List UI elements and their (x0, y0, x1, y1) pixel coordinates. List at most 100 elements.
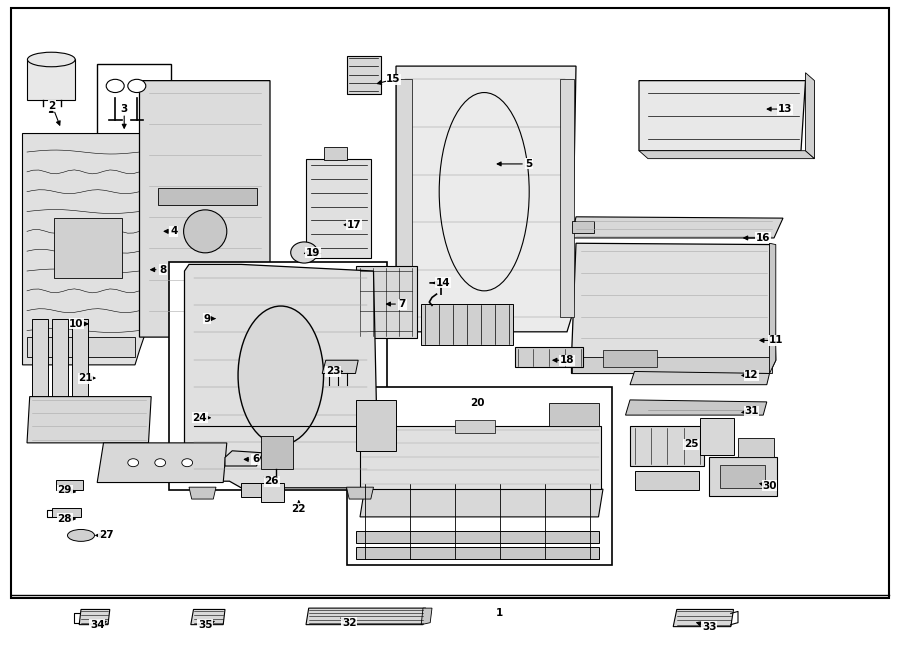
Text: 13: 13 (778, 104, 792, 114)
Bar (709, 457, 777, 496)
Bar (454, 420, 495, 433)
Polygon shape (97, 443, 227, 483)
Text: 5: 5 (526, 159, 533, 169)
Text: 17: 17 (346, 219, 361, 230)
Polygon shape (346, 487, 374, 499)
Text: 4: 4 (170, 226, 177, 237)
Polygon shape (191, 609, 225, 625)
Bar (324, 147, 346, 160)
Circle shape (128, 459, 139, 467)
Polygon shape (639, 151, 814, 159)
Polygon shape (396, 66, 576, 332)
Text: 31: 31 (744, 406, 759, 416)
Bar (241, 483, 273, 497)
Polygon shape (421, 608, 432, 625)
Polygon shape (27, 397, 151, 443)
Bar (630, 426, 704, 466)
Bar (169, 262, 387, 490)
Text: 10: 10 (69, 319, 84, 329)
Text: 35: 35 (198, 619, 212, 630)
Polygon shape (56, 480, 83, 490)
Bar (52, 319, 68, 397)
Polygon shape (421, 304, 513, 345)
Text: 3: 3 (121, 104, 128, 114)
Text: 14: 14 (436, 278, 450, 288)
Bar (549, 403, 598, 426)
Text: 8: 8 (159, 264, 166, 275)
Text: 24: 24 (193, 412, 207, 423)
Text: 27: 27 (99, 530, 113, 541)
Polygon shape (184, 264, 378, 488)
Polygon shape (770, 243, 776, 373)
Polygon shape (572, 243, 776, 373)
Polygon shape (626, 400, 767, 415)
Text: 29: 29 (58, 485, 72, 496)
Text: 15: 15 (386, 74, 400, 85)
Bar (11, 8, 889, 598)
Polygon shape (560, 79, 574, 317)
Ellipse shape (291, 242, 318, 263)
Bar (356, 266, 417, 338)
Text: 23: 23 (326, 366, 340, 377)
Bar (158, 188, 256, 205)
Text: 6: 6 (252, 454, 259, 465)
Circle shape (106, 79, 124, 93)
Polygon shape (572, 217, 783, 238)
Polygon shape (140, 81, 270, 337)
Text: 30: 30 (762, 481, 777, 491)
Polygon shape (225, 451, 263, 466)
Text: 21: 21 (78, 373, 93, 383)
Text: 33: 33 (702, 621, 716, 632)
Bar (27, 337, 135, 357)
Bar (738, 438, 774, 457)
Circle shape (128, 79, 146, 93)
Text: 16: 16 (756, 233, 770, 243)
Text: 28: 28 (58, 514, 72, 524)
Polygon shape (572, 357, 772, 373)
Circle shape (182, 459, 193, 467)
Bar (634, 471, 699, 490)
Polygon shape (79, 609, 110, 625)
Polygon shape (27, 59, 75, 100)
Text: 20: 20 (470, 398, 484, 408)
Bar (54, 218, 122, 278)
Text: 1: 1 (496, 608, 503, 619)
Text: 18: 18 (560, 355, 574, 366)
Bar (306, 159, 371, 258)
Ellipse shape (28, 52, 76, 67)
Bar (97, 64, 171, 139)
Bar (346, 387, 612, 565)
Bar (32, 319, 48, 397)
Bar (603, 350, 657, 367)
Polygon shape (360, 489, 603, 517)
Text: 32: 32 (342, 617, 356, 628)
Polygon shape (396, 79, 412, 317)
Polygon shape (22, 134, 144, 365)
Polygon shape (630, 371, 770, 385)
Bar (72, 319, 88, 397)
Bar (356, 547, 598, 559)
Bar (261, 436, 292, 469)
Text: 19: 19 (306, 247, 320, 258)
Bar (356, 531, 598, 543)
Text: 11: 11 (769, 335, 783, 346)
Text: 22: 22 (292, 504, 306, 514)
Ellipse shape (184, 210, 227, 253)
Circle shape (155, 459, 166, 467)
Text: 34: 34 (90, 619, 104, 630)
Text: 2: 2 (49, 100, 56, 111)
Ellipse shape (68, 529, 94, 541)
Polygon shape (639, 81, 806, 151)
Text: 12: 12 (744, 370, 759, 381)
Polygon shape (360, 426, 601, 489)
Polygon shape (322, 360, 358, 373)
Polygon shape (356, 400, 396, 451)
Text: 25: 25 (684, 439, 698, 449)
Bar (720, 465, 765, 488)
Polygon shape (306, 608, 426, 625)
Text: 7: 7 (399, 299, 406, 309)
Text: 9: 9 (203, 313, 211, 324)
Ellipse shape (238, 306, 324, 445)
Bar (261, 483, 284, 502)
Polygon shape (189, 487, 216, 499)
